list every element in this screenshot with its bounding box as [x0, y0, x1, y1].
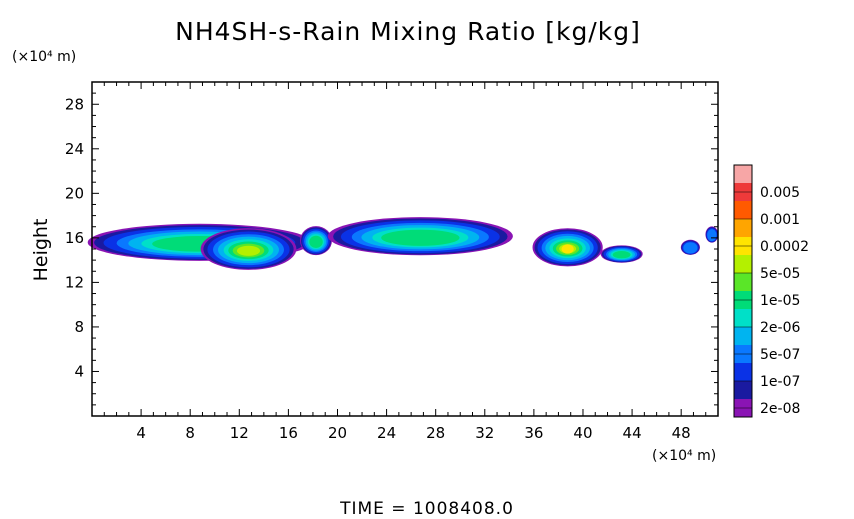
contour-level: [683, 242, 698, 254]
cloud-region: [705, 226, 719, 243]
x-tick-label: 32: [475, 424, 494, 442]
x-tick-label: 40: [573, 424, 592, 442]
chart-title: NH4SH-s-Rain Mixing Ratio [kg/kg]: [175, 17, 641, 46]
x-tick-label: 8: [185, 424, 195, 442]
y-axis-unit: (×10⁴ m): [12, 49, 76, 65]
colorbar-segment: [734, 219, 752, 238]
y-tick-label: 24: [65, 140, 84, 158]
x-axis-unit: (×10⁴ m): [652, 448, 716, 464]
plot-frame: [91, 81, 719, 417]
colorbar-label: 5e-05: [760, 266, 800, 282]
x-tick-label: 36: [524, 424, 543, 442]
colorbar: 0.005 0.001 0.0002 5e-05 1e-05 2e-06 5e-07 1e-0…: [733, 164, 809, 418]
y-axis-label: Height: [30, 219, 52, 282]
colorbar-label: 2e-08: [760, 401, 800, 417]
colorbar-segment: [734, 273, 752, 292]
colorbar-segment: [734, 309, 752, 328]
y-tick-label: 12: [65, 273, 84, 291]
y-tick-label: 20: [65, 184, 84, 202]
contour-level: [707, 229, 717, 242]
cloud-region: [300, 226, 332, 256]
colorbar-segment: [734, 327, 752, 346]
contour-level: [561, 244, 574, 254]
y-tick-label: 4: [74, 362, 84, 380]
colorbar-label: 5e-07: [760, 347, 800, 363]
contour-level: [612, 251, 631, 259]
colorbar-label: 0.0002: [760, 239, 809, 255]
y-tick-label: 16: [65, 229, 84, 247]
x-tick-label: 48: [672, 424, 691, 442]
time-label: TIME = 1008408.0: [339, 499, 514, 519]
colorbar-label: 0.001: [760, 212, 800, 228]
cloud-region: [327, 217, 513, 256]
colorbar-segment: [734, 363, 752, 382]
colorbar-label: 2e-06: [760, 320, 800, 336]
x-tick-label: 24: [377, 424, 396, 442]
cloud-region: [532, 228, 603, 267]
contour-level: [309, 235, 323, 248]
colorbar-label: 1e-05: [760, 293, 800, 309]
colorbar-segment: [734, 201, 752, 220]
colorbar-label: 1e-07: [760, 374, 800, 390]
x-tick-label: 12: [230, 424, 249, 442]
x-tick-label: 44: [623, 424, 642, 442]
colorbar-segment: [734, 255, 752, 274]
x-tick-label: 20: [328, 424, 347, 442]
colorbar-segment: [734, 165, 752, 184]
x-tick-label: 28: [426, 424, 445, 442]
colorbar-label: 0.005: [760, 185, 800, 201]
y-tick-label: 8: [74, 318, 84, 336]
plot-area: [87, 217, 719, 270]
cloud-region: [200, 228, 297, 270]
cloud-region: [680, 239, 700, 255]
y-tick-label: 28: [65, 95, 84, 113]
colorbar-frame: [733, 164, 753, 418]
colorbar-segment: [734, 381, 752, 400]
x-tick-label: 4: [136, 424, 146, 442]
contour-level: [236, 245, 261, 256]
x-tick-label: 16: [279, 424, 298, 442]
contour-level: [381, 229, 460, 246]
cloud-region: [600, 245, 643, 263]
